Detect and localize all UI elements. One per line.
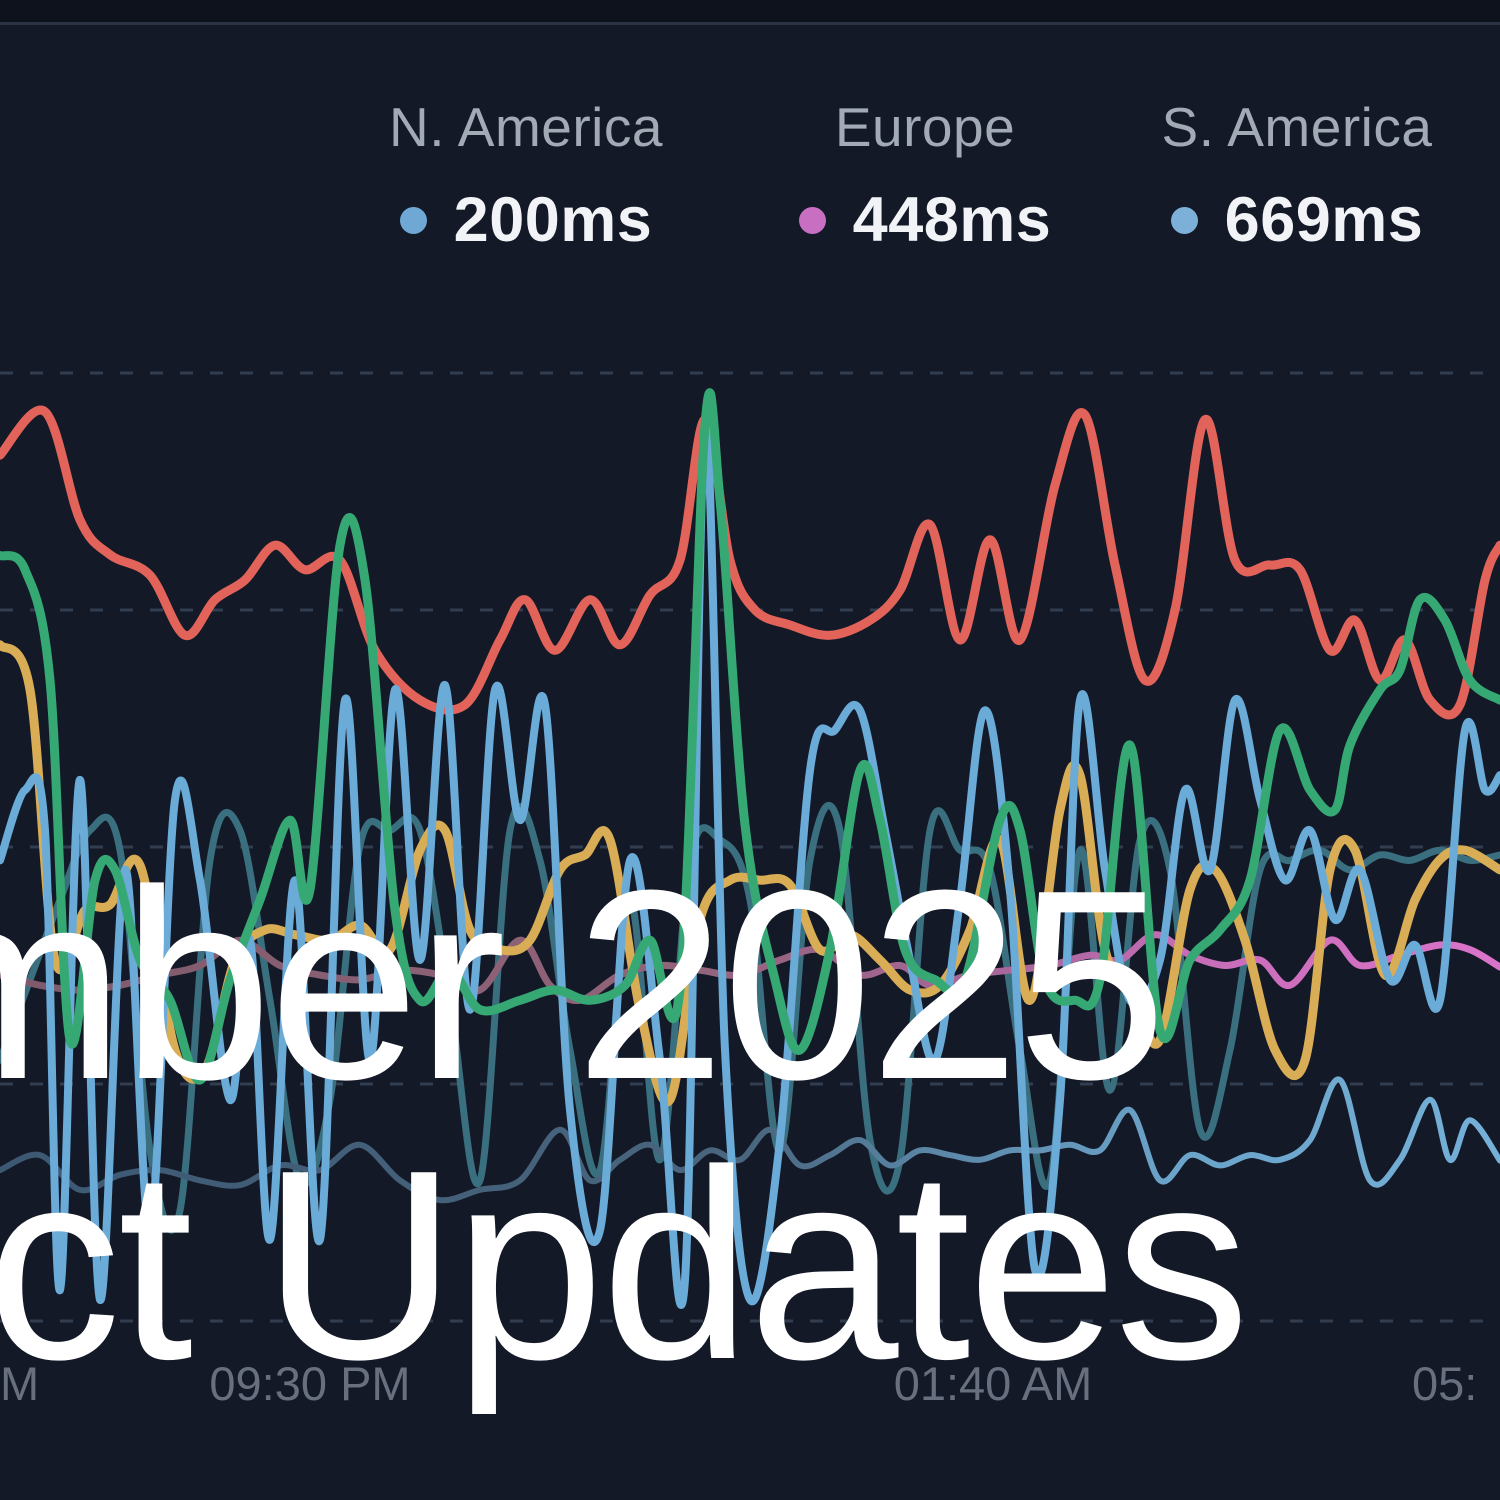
window-top-bar bbox=[0, 0, 1500, 25]
series-line-europe[interactable] bbox=[0, 931, 1500, 1005]
cover-title-line2: ct Updates bbox=[0, 1115, 1250, 1416]
legend-region-label: S. America bbox=[1161, 96, 1433, 158]
series-dot-icon bbox=[1170, 206, 1198, 234]
legend-region-label: Europe bbox=[834, 96, 1016, 158]
cover-title-line1: mber 2025 bbox=[0, 835, 1167, 1136]
series-line-unlabeled-green[interactable] bbox=[0, 388, 1500, 1085]
legend-region-label: N. America bbox=[389, 96, 663, 158]
chart-legend: N. America 200ms Europe 448ms S. America… bbox=[0, 96, 1500, 276]
series-dot-icon bbox=[798, 206, 826, 234]
legend-item-n-america[interactable]: N. America 200ms bbox=[352, 96, 700, 256]
legend-value: 200ms bbox=[453, 185, 653, 255]
series-line-unlabeled-teal[interactable] bbox=[0, 802, 1500, 1234]
legend-item-europe[interactable]: Europe 448ms bbox=[775, 96, 1075, 256]
series-line-s-america[interactable] bbox=[0, 423, 1500, 1309]
series-line-n-america[interactable] bbox=[0, 1076, 1500, 1204]
legend-value: 669ms bbox=[1224, 185, 1424, 255]
legend-value: 448ms bbox=[852, 185, 1052, 255]
legend-item-s-america[interactable]: S. America 669ms bbox=[1122, 96, 1472, 256]
series-line-unlabeled-red[interactable] bbox=[0, 405, 1500, 720]
series-dot-icon bbox=[399, 206, 427, 234]
